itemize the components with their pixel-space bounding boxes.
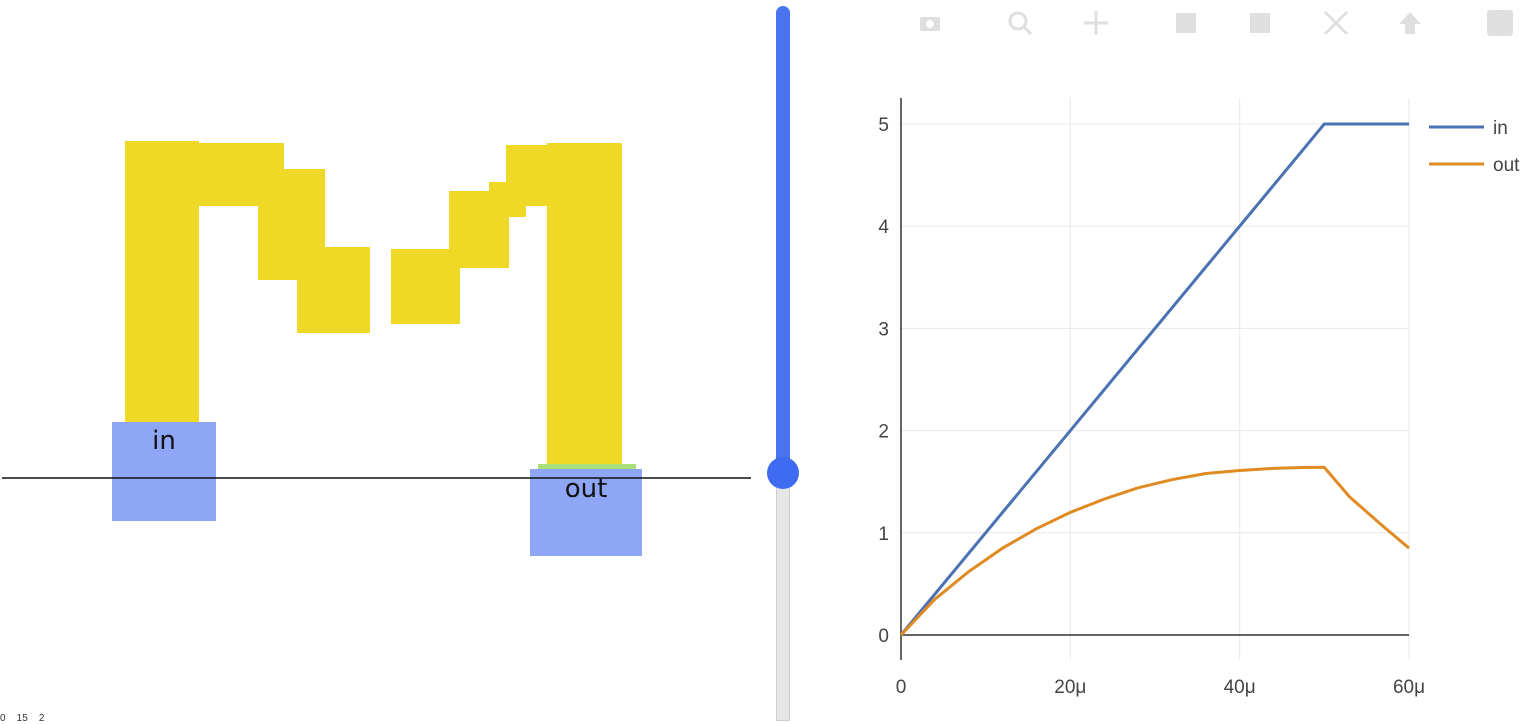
zoom-in-icon[interactable]: [1171, 8, 1201, 38]
x-tick-label: 60μ: [1393, 677, 1425, 698]
y-tick-label: 2: [878, 422, 889, 443]
layout-canvas: in out: [2, 141, 751, 556]
grid-lines: [901, 98, 1410, 660]
pin-out-label: out: [565, 474, 608, 504]
x-tick-label: 0: [896, 677, 907, 698]
reset-axes-icon[interactable]: [1395, 8, 1425, 38]
x-tick-label: 40μ: [1224, 677, 1256, 698]
pin-in[interactable]: [112, 422, 216, 521]
y-tick-label: 1: [878, 524, 889, 545]
slider-fill: [776, 6, 790, 476]
pan-icon[interactable]: [1081, 8, 1111, 38]
pin-out[interactable]: [530, 469, 642, 556]
y-tick-label: 5: [878, 115, 889, 136]
series-lines: [899, 122, 1410, 637]
tick-labels: 0 1 2 3 4 5 0 20μ 40μ 60μ: [878, 115, 1425, 698]
y-tick-label: 0: [878, 626, 889, 647]
legend: in out: [1429, 118, 1520, 176]
camera-icon[interactable]: [915, 8, 945, 38]
plotly-logo-icon[interactable]: [1485, 8, 1515, 38]
pin-in-label: in: [152, 426, 176, 456]
x-tick-label: 20μ: [1054, 677, 1086, 698]
metal-segment: [547, 143, 622, 465]
via-highlight: [538, 464, 636, 469]
zoom-icon[interactable]: [1005, 8, 1035, 38]
metal-segment: [506, 145, 549, 206]
series-line-in: [899, 122, 1409, 636]
series-line-out: [899, 465, 1410, 637]
axes: [900, 98, 1409, 660]
y-tick-label: 3: [878, 319, 889, 340]
metal-segment: [297, 247, 370, 333]
legend-label-out: out: [1493, 155, 1520, 176]
slider-thumb[interactable]: [767, 457, 799, 489]
metal-segment: [125, 141, 199, 422]
zoom-out-icon[interactable]: [1245, 8, 1275, 38]
autoscale-icon[interactable]: [1321, 8, 1351, 38]
modebar: [905, 8, 1525, 44]
bottom-clipped-text: 0 15 2: [0, 713, 45, 724]
metal-segment: [391, 249, 460, 324]
metal-shapes: [125, 141, 622, 465]
line-chart: 0 1 2 3 4 5 0 20μ 40μ 60μ in out: [878, 98, 1520, 698]
y-tick-label: 4: [878, 217, 889, 238]
legend-label-in: in: [1493, 118, 1508, 139]
